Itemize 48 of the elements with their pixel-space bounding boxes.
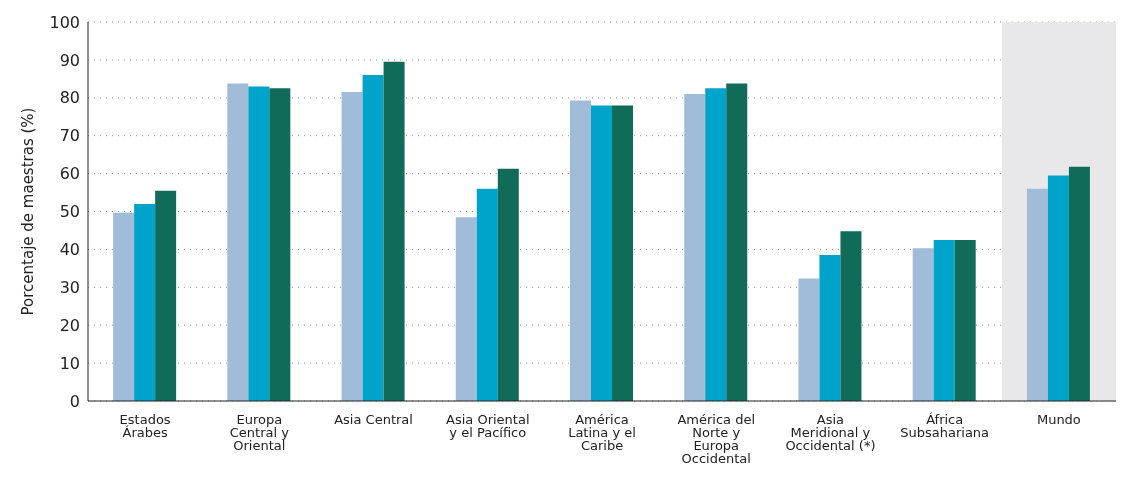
y-tick-label: 100 <box>49 12 80 32</box>
bar <box>933 239 955 401</box>
bar <box>684 94 706 401</box>
y-tick-label: 40 <box>59 240 80 260</box>
bar <box>612 105 634 401</box>
bar <box>570 100 592 401</box>
y-tick-label: 70 <box>59 126 80 146</box>
x-tick-label: Asia Oriental y el Pacífico <box>446 412 530 441</box>
x-tick-label: África Subsahariana <box>900 412 990 441</box>
x-tick-label: América del Norte y Europa Occidental <box>677 412 756 467</box>
bar <box>798 278 820 401</box>
bar <box>248 86 270 401</box>
bar <box>113 212 135 401</box>
y-tick-label: 80 <box>59 88 80 108</box>
bar <box>591 105 613 401</box>
bar <box>1047 175 1069 401</box>
y-axis-title: Porcentaje de maestras (%) <box>19 107 38 316</box>
x-tick-label: Asia Central <box>334 412 413 428</box>
y-tick-label: 0 <box>69 391 80 411</box>
y-tick-label: 30 <box>59 277 80 297</box>
y-tick-label: 50 <box>59 202 80 222</box>
bar <box>819 255 841 401</box>
x-tick-label: América Latina y el Caribe <box>568 412 636 454</box>
bar <box>840 231 862 401</box>
y-tick-label: 10 <box>59 353 80 373</box>
bar <box>383 61 405 401</box>
bar <box>134 203 156 401</box>
bar <box>362 75 384 401</box>
bar <box>455 217 477 401</box>
bar <box>155 190 177 401</box>
bar <box>1026 188 1048 401</box>
x-tick-label: Mundo <box>1036 412 1081 428</box>
bar <box>227 83 249 401</box>
bar <box>476 188 498 401</box>
x-tick-label: Estados Árabes <box>119 412 171 441</box>
bar <box>497 168 519 401</box>
bar <box>269 88 291 401</box>
bar <box>954 239 976 401</box>
bar <box>726 83 748 401</box>
bar <box>912 248 934 401</box>
bar <box>705 88 727 401</box>
y-tick-label: 20 <box>59 315 80 335</box>
x-tick-label: Asia Meridional y Occidental (*) <box>785 412 876 454</box>
y-tick-label: 90 <box>59 50 80 70</box>
y-tick-label: 60 <box>59 164 80 184</box>
bar <box>341 92 363 401</box>
x-tick-label: Europa Central y Oriental <box>229 412 290 454</box>
bar <box>1068 166 1090 401</box>
